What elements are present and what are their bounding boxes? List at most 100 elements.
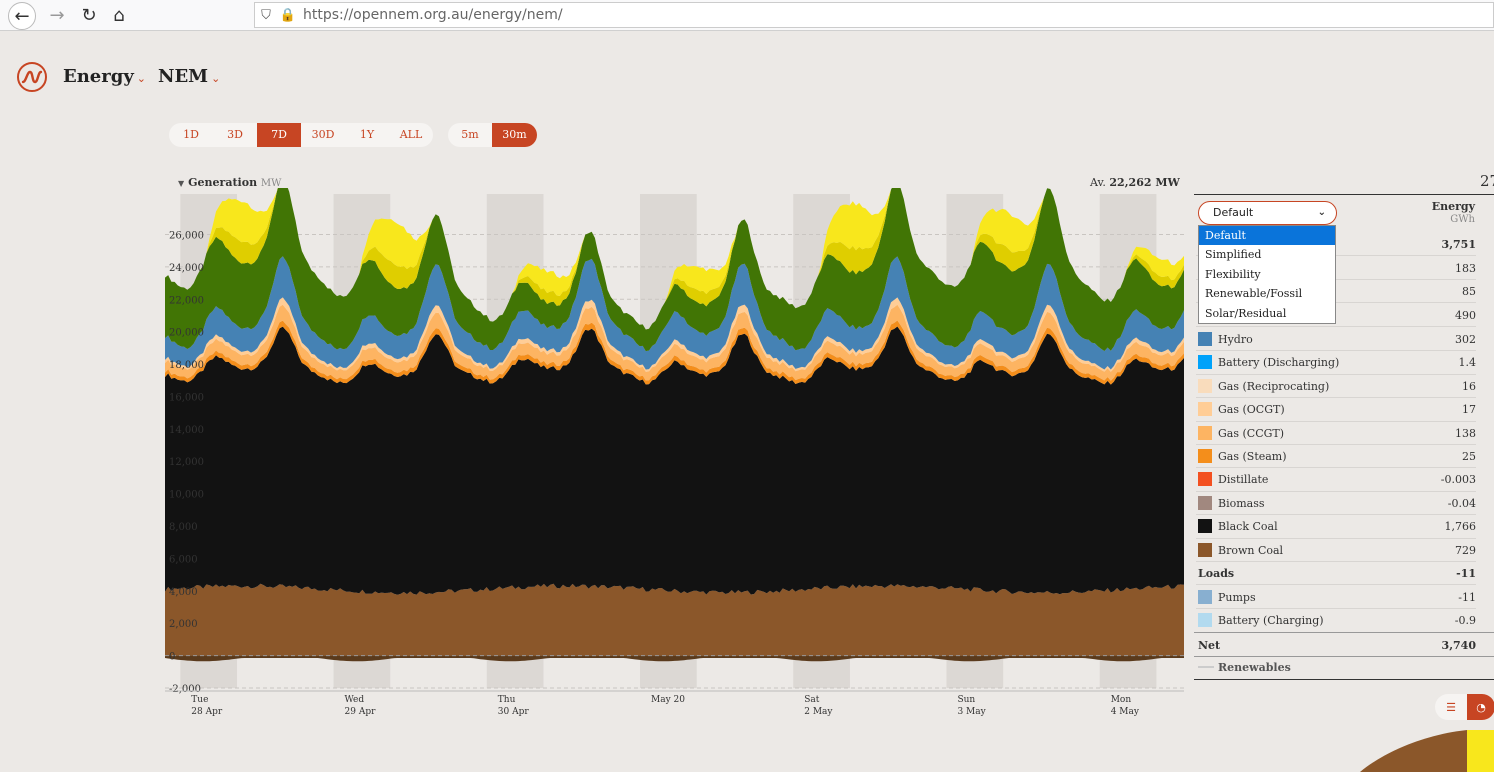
generation-label: Generation (188, 176, 258, 189)
source-row[interactable]: Brown Coal 729 (1196, 539, 1476, 562)
y-tick-label: 0 (169, 652, 175, 663)
x-tick-sublabel: 28 Apr (191, 707, 223, 717)
generation-chart[interactable]: -2,000 0 2,000 4,000 6,000 8,000 10,000 12,000 1… (160, 188, 1190, 728)
interval-5m-button[interactable]: 5m (461, 128, 479, 141)
url-bar[interactable]: ⛉ 🔒 https://opennem.org.au/energy/nem/ (254, 2, 1494, 28)
x-tick-label: Sun (957, 695, 975, 705)
home-button[interactable]: ⌂ (106, 2, 132, 28)
sources-total-value: 3,751 (1441, 238, 1476, 251)
x-axis: Tue 28 Apr Wed 29 Apr Thu 30 Apr May 20 Sat 2 Ma… (165, 690, 1184, 717)
chevron-down-icon: ⌄ (211, 72, 221, 85)
source-label: Gas (Steam) (1218, 450, 1287, 463)
loads-label: Loads (1198, 567, 1235, 580)
source-value: 16 (1462, 379, 1476, 393)
source-row[interactable]: Hydro 302 (1196, 328, 1476, 352)
source-swatch[interactable] (1198, 378, 1212, 393)
arrow-right-icon: → (49, 4, 65, 26)
load-value: -11 (1458, 591, 1476, 604)
reload-button[interactable]: ↻ (76, 2, 102, 28)
interval-selector: 5m 30m (448, 123, 537, 147)
source-row[interactable]: Gas (CCGT) 138 (1196, 422, 1476, 445)
back-button[interactable]: ← (8, 2, 36, 30)
loads-row: Loads -11 (1196, 562, 1476, 586)
range-1d-button[interactable]: 1D (183, 128, 199, 141)
y-tick-label: 24,000 (169, 263, 204, 274)
source-swatch[interactable] (1198, 519, 1212, 534)
region-menu-label: NEM (158, 66, 209, 87)
energy-menu[interactable]: Energy ⌄ (63, 66, 146, 87)
renewables-rule (1194, 656, 1494, 657)
source-row[interactable]: Gas (OCGT) 17 (1196, 398, 1476, 422)
source-row[interactable]: Distillate -0.003 (1196, 468, 1476, 492)
source-value: -0.003 (1440, 473, 1476, 487)
group-select[interactable]: Default ⌄ (1198, 201, 1337, 225)
source-row[interactable]: Black Coal 1,766 (1196, 515, 1476, 539)
load-row[interactable]: Pumps -11 (1196, 586, 1476, 610)
caret-down-icon: ▼ (178, 178, 185, 188)
source-label: Gas (Reciprocating) (1218, 379, 1330, 393)
option-renewable-fossil[interactable]: Renewable/Fossil (1205, 287, 1303, 301)
load-row[interactable]: Battery (Charging) -0.9 (1196, 609, 1476, 633)
x-tick-label: Mon (1111, 695, 1132, 705)
source-swatch[interactable] (1198, 449, 1212, 463)
generation-title[interactable]: ▼ Generation MW (178, 176, 281, 189)
option-simplified[interactable]: Simplified (1205, 248, 1262, 262)
bar-chart-toggle-button[interactable]: ☰ (1435, 694, 1467, 720)
y-axis: -2,000 0 2,000 4,000 6,000 8,000 10,000 12,000 1… (169, 230, 204, 695)
x-tick-label: Thu (498, 695, 516, 705)
source-row[interactable]: Gas (Steam) 25 (1196, 445, 1476, 469)
energy-column-unit: GWh (1450, 214, 1475, 225)
source-swatch[interactable] (1198, 425, 1212, 440)
source-row[interactable]: Battery (Discharging) 1.4 (1196, 351, 1476, 375)
source-label: Battery (Discharging) (1218, 356, 1340, 370)
source-label: Gas (CCGT) (1218, 426, 1285, 440)
load-swatch[interactable] (1198, 613, 1212, 628)
area-black-coal (165, 326, 1184, 595)
donut-solar-slice (1467, 730, 1494, 772)
range-3d-button[interactable]: 3D (227, 128, 243, 141)
area-gas-steam (165, 320, 1184, 385)
opennem-logo[interactable] (17, 62, 47, 92)
generation-unit: MW (260, 178, 282, 189)
source-value: -0.04 (1447, 496, 1476, 510)
sources-total-row: 3,751 (1196, 233, 1476, 257)
forward-button[interactable]: → (44, 2, 70, 28)
x-tick-sublabel: 2 May (804, 707, 833, 717)
hidden-row-value: 183 (1455, 262, 1476, 275)
region-menu[interactable]: NEM ⌄ (158, 66, 220, 87)
option-solar-residual[interactable]: Solar/Residual (1205, 306, 1287, 320)
range-1y-button[interactable]: 1Y (359, 128, 375, 141)
source-swatch[interactable] (1198, 355, 1212, 370)
area-hydro (165, 256, 1184, 370)
url-text: https://opennem.org.au/energy/nem/ (303, 7, 563, 23)
x-tick-label: Wed (345, 695, 365, 705)
area-gas-ccgt (165, 304, 1184, 381)
range-7d-button[interactable]: 7D (257, 123, 301, 147)
range-all-button[interactable]: ALL (399, 128, 423, 141)
source-swatch[interactable] (1198, 495, 1212, 510)
option-flexibility[interactable]: Flexibility (1205, 267, 1261, 281)
source-row[interactable]: Gas (Reciprocating) 16 (1196, 375, 1476, 399)
y-tick-label: 10,000 (169, 490, 204, 501)
source-swatch[interactable] (1198, 472, 1212, 487)
source-swatch[interactable] (1198, 542, 1212, 557)
source-value: 302 (1455, 333, 1476, 346)
net-label: Net (1198, 639, 1221, 652)
renewables-label[interactable]: Renewables (1218, 661, 1291, 674)
interval-30m-button[interactable]: 30m (492, 123, 537, 147)
donut-brown-coal-slice (1360, 730, 1467, 772)
y-tick-label: 26,000 (169, 230, 204, 241)
load-swatch[interactable] (1198, 590, 1212, 604)
source-swatch[interactable] (1198, 332, 1212, 346)
source-row[interactable]: Biomass -0.04 (1196, 492, 1476, 516)
range-30d-button[interactable]: 30D (311, 128, 335, 141)
average-readout: Av. 22,262 MW (1090, 176, 1180, 189)
load-label: Pumps (1218, 591, 1256, 604)
source-label: Biomass (1218, 496, 1265, 510)
option-default[interactable]: Default (1199, 226, 1335, 246)
x-tick-label: Sat (804, 695, 820, 705)
source-label: Distillate (1218, 473, 1269, 487)
x-tick-sublabel: 29 Apr (345, 707, 377, 717)
source-swatch[interactable] (1198, 402, 1212, 417)
pie-chart-toggle-button[interactable]: ◔ (1467, 694, 1494, 720)
